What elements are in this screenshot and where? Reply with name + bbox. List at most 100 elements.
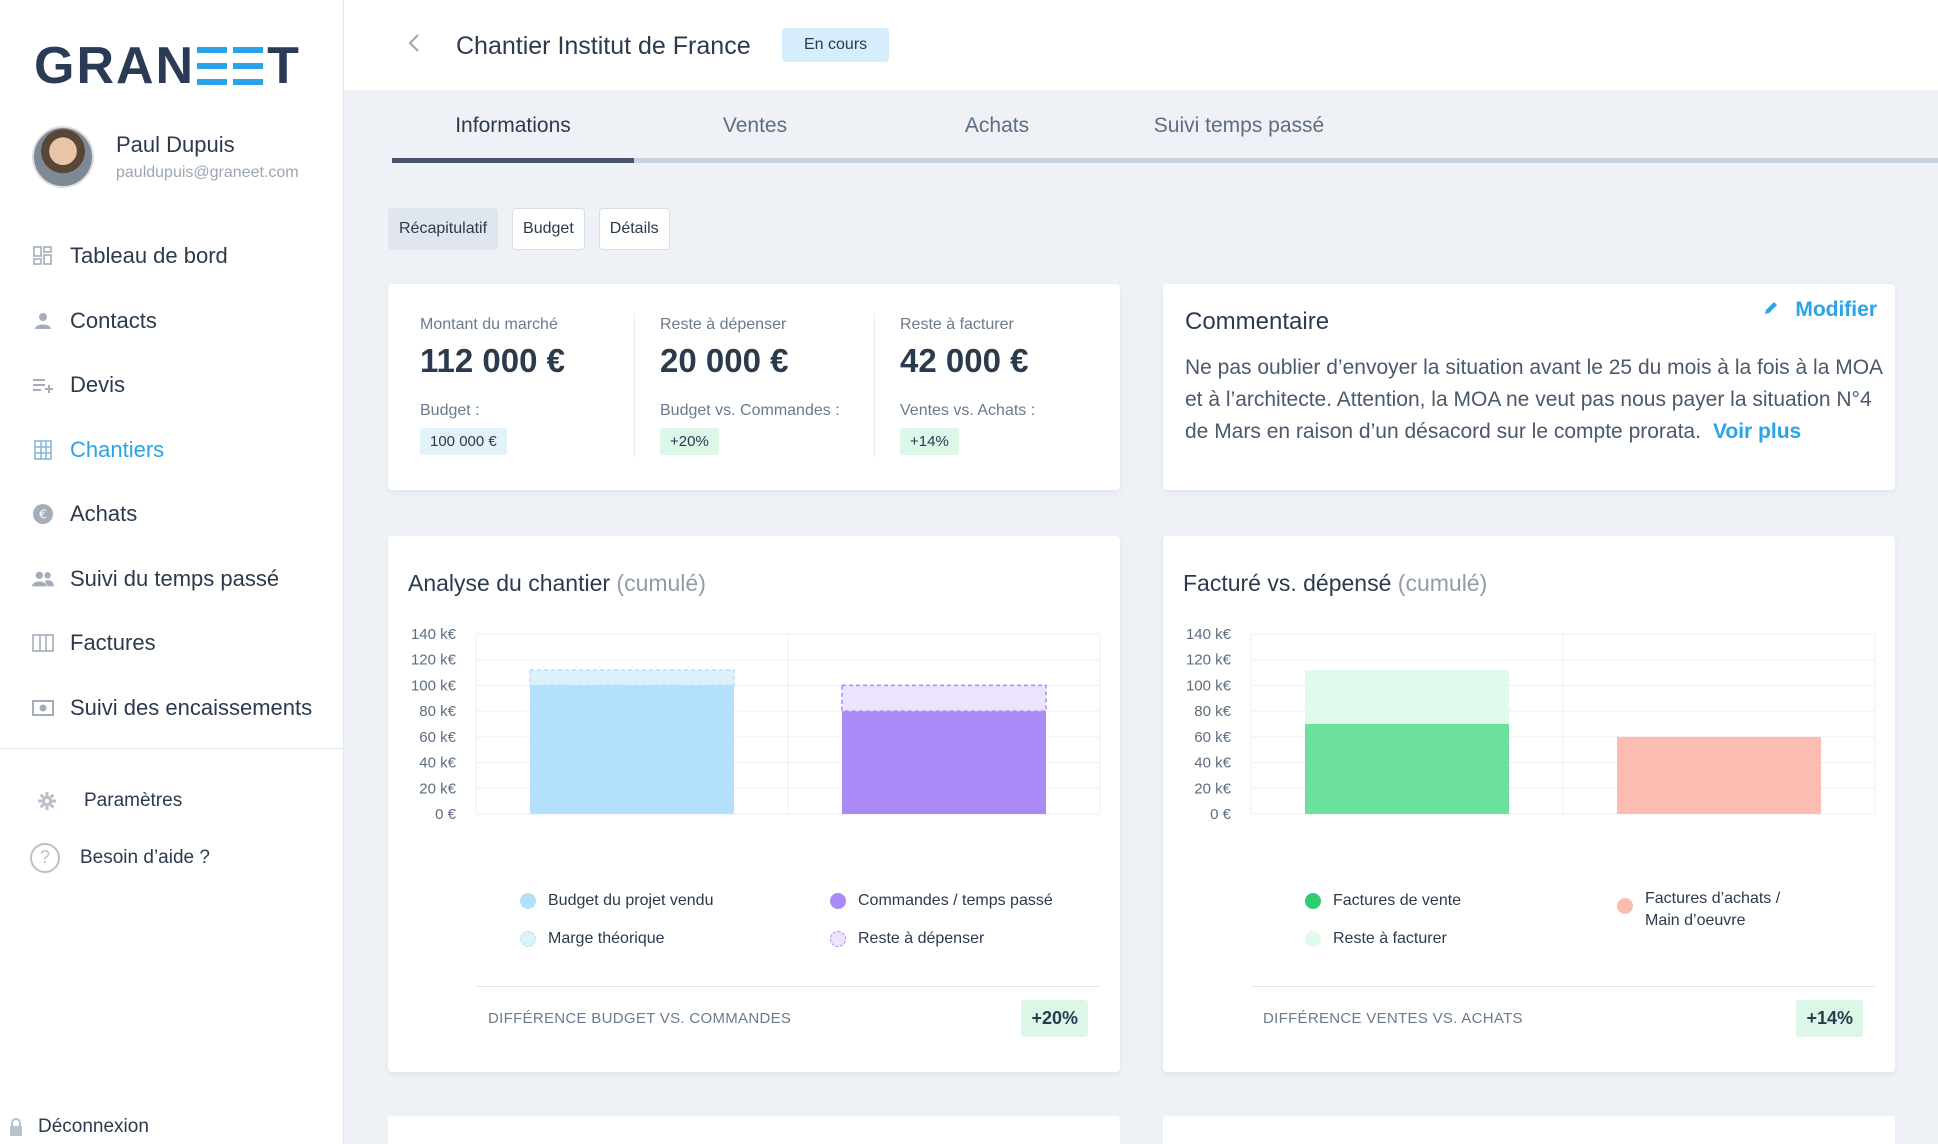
sidebar-item-devis[interactable]: Devis — [32, 353, 332, 418]
tab-achats[interactable]: Achats — [964, 114, 1030, 137]
chart-footer-badge: +14% — [1796, 1000, 1863, 1037]
modify-button[interactable]: Modifier — [1763, 298, 1877, 322]
sidebar-item-label: Factures — [70, 630, 156, 656]
sidebar: GRAN T Paul Dupuis pauldupuis@graneet.com… — [0, 0, 344, 1144]
tab-bar: Informations Ventes Achats Suivi temps p… — [392, 100, 1938, 164]
tab-ventes[interactable]: Ventes — [722, 114, 788, 137]
comment-card: Commentaire Modifier Ne pas oublier d’en… — [1163, 284, 1895, 490]
sidebar-item-label: Devis — [70, 372, 126, 398]
sidebar-item-aide[interactable]: ? Besoin d’aide ? — [30, 829, 210, 886]
bar-segment — [1305, 724, 1509, 814]
sidebar-item-label: Achats — [70, 501, 138, 527]
bar-segment — [841, 684, 1047, 712]
sidebar-item-contacts[interactable]: Contacts — [32, 289, 332, 354]
sidebar-item-tableau-de-bord[interactable]: Tableau de bord — [32, 224, 332, 289]
lock-icon — [8, 1116, 24, 1138]
people-icon — [32, 568, 54, 590]
building-icon — [32, 439, 54, 461]
sidebar-item-encaissements[interactable]: Suivi des encaissements — [32, 676, 332, 741]
active-tab-indicator — [392, 158, 634, 163]
kpi-value: 112 000 € — [420, 342, 565, 379]
y-tick-label: 80 k€ — [1194, 703, 1231, 720]
banknote-icon — [32, 697, 54, 719]
chart-facture-svg: 140 k€ 120 k€ 100 k€ 80 k€ 60 k€ 40 k€ 20 k€ 0 … — [1186, 626, 1876, 823]
y-tick-label: 140 k€ — [411, 626, 457, 643]
legend-item-budget: Budget du projet vendu — [520, 892, 713, 910]
next-card-stub — [1163, 1116, 1895, 1144]
kpi-separator — [634, 314, 635, 458]
y-tick-label: 140 k€ — [1186, 626, 1232, 643]
y-tick-label: 100 k€ — [1186, 677, 1232, 694]
graneet-logo[interactable]: GRAN T — [34, 37, 301, 95]
voir-plus-link[interactable]: Voir plus — [1712, 420, 1802, 443]
kpi-sub-label: Budget vs. Commandes : — [660, 402, 840, 419]
user-email: pauldupuis@graneet.com — [116, 164, 299, 181]
help-label: Besoin d’aide ? — [80, 846, 210, 868]
gear-icon — [36, 790, 58, 812]
legend-label: Budget du projet vendu — [548, 892, 714, 909]
chart-footer-label: DIFFÉRENCE VENTES VS. ACHATS — [1263, 1010, 1523, 1027]
sidebar-item-label: Tableau de bord — [70, 243, 228, 269]
avatar — [32, 126, 94, 188]
y-tick-label: 60 k€ — [419, 729, 456, 746]
comment-body: Ne pas oublier d’envoyer la situation av… — [1185, 356, 1882, 443]
chart-title-main: Analyse du chantier — [408, 570, 611, 596]
kpi-reste-depenser: Reste à dépenser 20 000 € Budget vs. Com… — [660, 316, 840, 455]
kpi-montant-marche: Montant du marché 112 000 € Budget : 100… — [420, 316, 565, 455]
legend-item-reste-depenser: Reste à dépenser — [830, 930, 984, 948]
kpi-sub-label: Ventes vs. Achats : — [900, 402, 1036, 419]
legend-dot — [830, 931, 846, 947]
user-name: Paul Dupuis — [116, 132, 235, 157]
sidebar-item-achats[interactable]: € Achats — [32, 482, 332, 547]
dashboard-icon — [32, 245, 54, 267]
logout-link[interactable]: Déconnexion — [8, 1116, 149, 1138]
sidebar-divider — [0, 748, 344, 749]
comment-text: Ne pas oublier d’envoyer la situation av… — [1185, 352, 1885, 448]
list-add-icon — [32, 374, 54, 396]
kpi-label: Montant du marché — [420, 316, 558, 333]
pencil-icon — [1763, 300, 1779, 321]
legend-dot — [520, 893, 536, 909]
subtab-budget[interactable]: Budget — [512, 208, 585, 250]
chart-footer-divider — [1251, 986, 1875, 987]
back-chevron-icon[interactable] — [406, 30, 422, 62]
kpi-sub-label: Budget : — [420, 402, 480, 419]
sidebar-item-factures[interactable]: Factures — [32, 611, 332, 676]
sidebar-item-suivi-temps[interactable]: Suivi du temps passé — [32, 547, 332, 612]
kpi-reste-facturer: Reste à facturer 42 000 € Ventes vs. Ach… — [900, 316, 1035, 455]
legend-dot — [1305, 893, 1321, 909]
view-switcher: Récapitulatif Budget Détails — [388, 208, 670, 250]
legend-dot — [520, 931, 536, 947]
bar-segment — [842, 711, 1046, 814]
subtab-recapitulatif[interactable]: Récapitulatif — [388, 208, 499, 250]
chart-footer-label: DIFFÉRENCE BUDGET VS. COMMANDES — [488, 1010, 792, 1027]
y-tick-label: 120 k€ — [411, 652, 457, 669]
comment-title: Commentaire — [1185, 308, 1330, 335]
tab-suivi-temps-passe[interactable]: Suivi temps passé — [1153, 114, 1325, 137]
kpi-badge: +20% — [660, 428, 719, 455]
kpi-value: 20 000 € — [660, 342, 789, 379]
settings-label: Paramètres — [84, 789, 183, 811]
y-tick-label: 20 k€ — [1194, 780, 1231, 797]
chart-card-analyse: Analyse du chantier (cumulé) 140 k€ 120 k… — [388, 536, 1120, 1072]
legend-dot — [1305, 931, 1321, 947]
y-tick-label: 0 € — [1210, 806, 1232, 823]
columns-icon — [32, 632, 54, 654]
help-icon: ? — [30, 842, 60, 873]
kpi-badge: +14% — [900, 428, 959, 455]
user-profile[interactable]: Paul Dupuis pauldupuis@graneet.com — [32, 126, 299, 188]
bar-segment — [530, 685, 734, 814]
subtab-details[interactable]: Détails — [598, 208, 670, 250]
sidebar-item-label: Chantiers — [70, 436, 165, 462]
tab-informations[interactable]: Informations — [455, 114, 571, 137]
kpi-label: Reste à dépenser — [660, 316, 787, 333]
y-tick-label: 60 k€ — [1194, 729, 1231, 746]
chart-title: Facturé vs. dépensé (cumulé) — [1183, 570, 1487, 597]
legend-label: Factures de vente — [1333, 892, 1462, 909]
kpi-badge: 100 000 € — [420, 428, 507, 455]
sidebar-item-chantiers[interactable]: Chantiers — [32, 418, 332, 483]
legend-item-marge: Marge théorique — [520, 930, 665, 948]
y-tick-label: 40 k€ — [1194, 755, 1231, 772]
summary-card: Montant du marché 112 000 € Budget : 100… — [388, 284, 1120, 490]
sidebar-item-parametres[interactable]: Paramètres — [30, 772, 210, 829]
